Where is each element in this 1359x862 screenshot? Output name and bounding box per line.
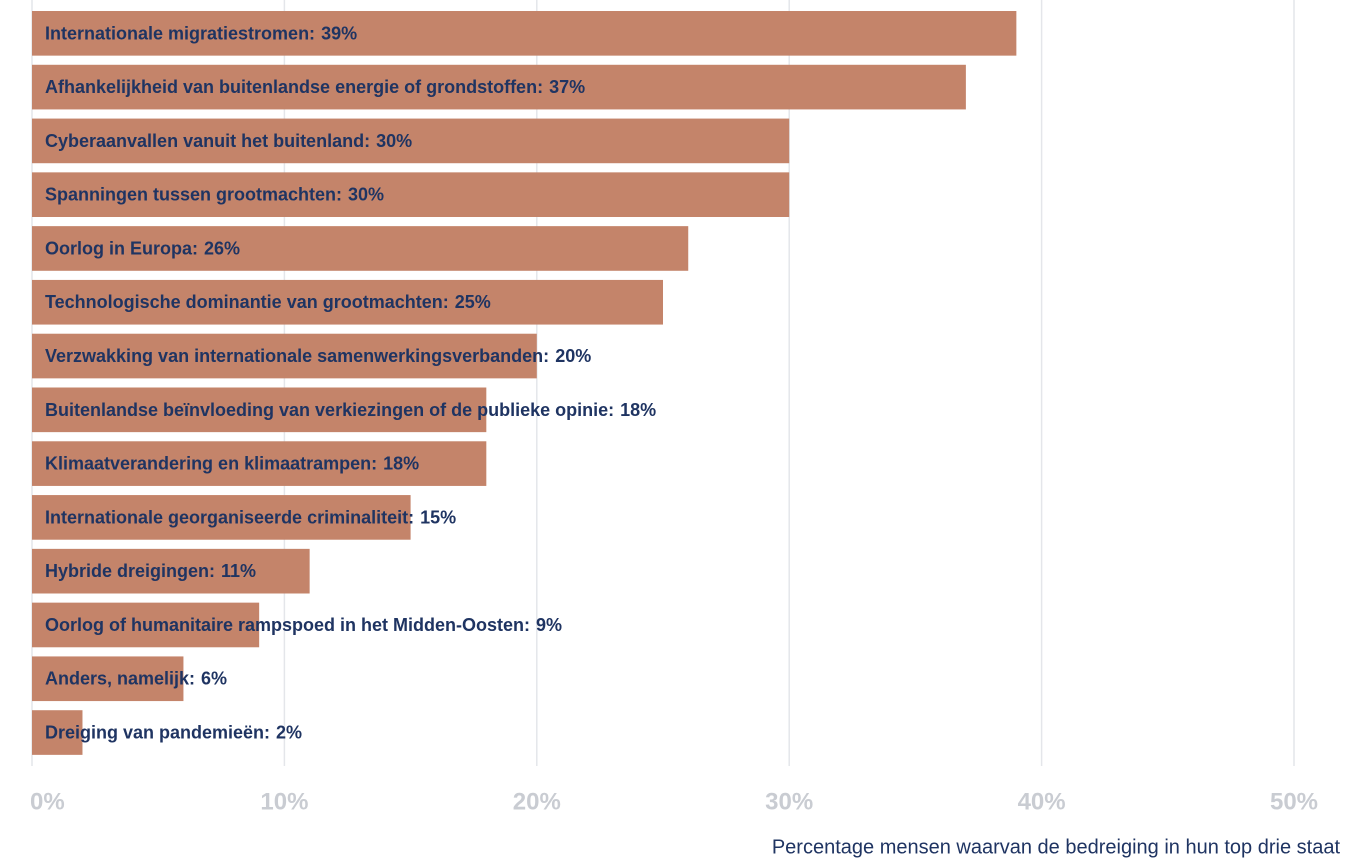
value-label: 6% xyxy=(201,668,227,688)
value-label: 25% xyxy=(455,292,491,312)
bar xyxy=(32,118,790,164)
bar xyxy=(32,387,487,433)
category-label: Cyberaanvallen vanuit het buitenland: xyxy=(45,131,370,151)
category-label: Internationale migratiestromen: xyxy=(45,23,315,43)
bar-label: Dreiging van pandemieën: 2% xyxy=(45,722,302,742)
x-axis-label: Percentage mensen waarvan de bedreiging … xyxy=(772,836,1341,858)
value-label: 26% xyxy=(204,238,240,258)
x-tick-label: 40% xyxy=(1018,788,1066,815)
value-label: 15% xyxy=(420,507,456,527)
bar-label: Internationale migratiestromen: 39% xyxy=(45,23,357,43)
bar-label: Oorlog in Europa: 26% xyxy=(45,238,240,258)
category-label: Oorlog in Europa: xyxy=(45,238,198,258)
x-tick-label: 10% xyxy=(260,788,308,815)
bar xyxy=(32,548,310,594)
bar xyxy=(32,64,966,110)
category-label: Anders, namelijk: xyxy=(45,668,195,688)
bar-label: Verzwakking van internationale samenwerk… xyxy=(45,346,591,366)
bar xyxy=(32,441,487,486)
value-label: 30% xyxy=(348,184,384,204)
category-label: Klimaatverandering en klimaatrampen: xyxy=(45,453,377,473)
bar xyxy=(32,602,260,648)
category-label: Afhankelijkheid van buitenlandse energie… xyxy=(45,77,543,97)
bar xyxy=(32,495,411,540)
value-label: 18% xyxy=(383,453,419,473)
bar xyxy=(32,226,689,271)
bar-label: Spanningen tussen grootmachten: 30% xyxy=(45,184,384,204)
category-label: Dreiging van pandemieën: xyxy=(45,722,270,742)
bar xyxy=(32,279,663,325)
value-label: 2% xyxy=(276,722,302,742)
category-label: Spanningen tussen grootmachten: xyxy=(45,184,342,204)
bar-label: Technologische dominantie van grootmacht… xyxy=(45,292,491,312)
bar xyxy=(32,710,83,755)
category-label: Buitenlandse beïnvloeding van verkiezing… xyxy=(45,400,614,420)
value-label: 11% xyxy=(221,561,256,581)
bar-label: Afhankelijkheid van buitenlandse energie… xyxy=(45,77,585,97)
bar xyxy=(32,172,790,217)
bar-label: Anders, namelijk: 6% xyxy=(45,668,227,688)
value-label: 20% xyxy=(555,346,591,366)
bar xyxy=(32,333,537,379)
category-label: Technologische dominantie van grootmacht… xyxy=(45,292,449,312)
x-tick-label: 30% xyxy=(765,788,813,815)
bar-label: Hybride dreigingen: 11% xyxy=(45,561,256,581)
category-label: Internationale georganiseerde criminalit… xyxy=(45,507,414,527)
x-tick-label: 0% xyxy=(30,788,65,815)
bar xyxy=(32,656,184,702)
value-label: 9% xyxy=(536,615,562,635)
bar-label: Cyberaanvallen vanuit het buitenland: 30% xyxy=(45,131,412,151)
x-tick-label: 20% xyxy=(513,788,561,815)
bar-label: Buitenlandse beïnvloeding van verkiezing… xyxy=(45,400,656,420)
bar-label: Oorlog of humanitaire rampspoed in het M… xyxy=(45,615,562,635)
value-label: 18% xyxy=(620,400,656,420)
value-label: 37% xyxy=(549,77,585,97)
bar xyxy=(32,11,1017,56)
value-label: 30% xyxy=(376,131,412,151)
category-label: Verzwakking van internationale samenwerk… xyxy=(45,346,549,366)
bar-label: Internationale georganiseerde criminalit… xyxy=(45,507,456,527)
category-label: Hybride dreigingen: xyxy=(45,561,215,581)
category-label: Oorlog of humanitaire rampspoed in het M… xyxy=(45,615,530,635)
bar-label: Klimaatverandering en klimaatrampen: 18% xyxy=(45,453,419,473)
x-tick-label: 50% xyxy=(1270,788,1318,815)
value-label: 39% xyxy=(321,23,357,43)
